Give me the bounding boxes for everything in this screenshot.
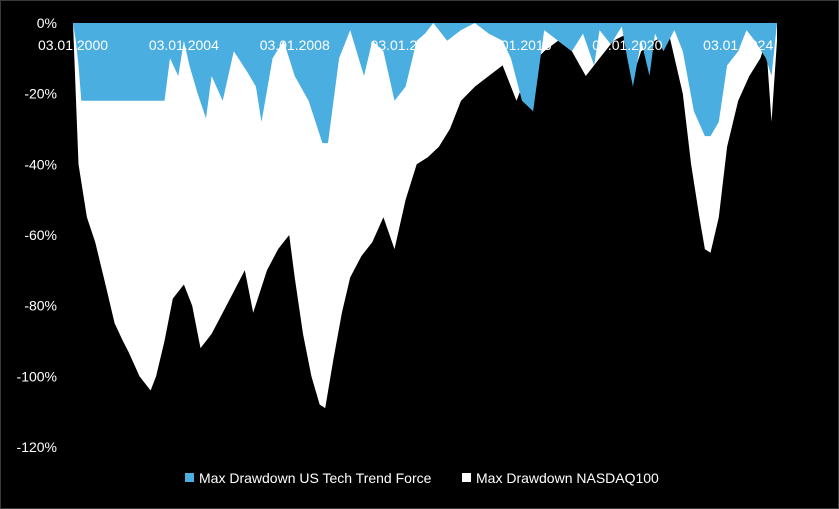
x-tick-label: 03.01.2024 bbox=[703, 37, 773, 53]
plot-area bbox=[73, 23, 777, 409]
x-tick-label: 03.01.2004 bbox=[149, 37, 219, 53]
area-series-2 bbox=[73, 23, 777, 409]
x-tick-label: 03.01.2016 bbox=[481, 37, 551, 53]
x-tick-label: 03.01.2008 bbox=[260, 37, 330, 53]
y-tick-label: -20% bbox=[24, 86, 57, 102]
legend: Max Drawdown US Tech Trend Force Max Dra… bbox=[185, 470, 659, 486]
legend-swatch-series-1 bbox=[185, 473, 194, 482]
legend-swatch-series-2 bbox=[462, 473, 471, 482]
y-axis: 0% -20% -40% -60% -80% -100% -120% bbox=[17, 15, 57, 455]
y-tick-label: -100% bbox=[17, 368, 57, 384]
x-tick-label: 03.01.2000 bbox=[38, 37, 108, 53]
y-tick-label: -120% bbox=[17, 439, 57, 455]
legend-label-series-1: Max Drawdown US Tech Trend Force bbox=[199, 470, 432, 486]
x-axis: 03.01.2000 03.01.2004 03.01.2008 03.01.2012… bbox=[38, 37, 773, 53]
y-tick-label: -80% bbox=[24, 298, 57, 314]
x-tick-label: 03.01.2012 bbox=[371, 37, 441, 53]
area-series-1 bbox=[73, 23, 777, 144]
legend-label-series-2: Max Drawdown NASDAQ100 bbox=[476, 470, 659, 486]
y-tick-label: -60% bbox=[24, 227, 57, 243]
y-tick-label: 0% bbox=[37, 15, 57, 31]
x-tick-label: 03.01.2020 bbox=[592, 37, 662, 53]
y-tick-label: -40% bbox=[24, 156, 57, 172]
